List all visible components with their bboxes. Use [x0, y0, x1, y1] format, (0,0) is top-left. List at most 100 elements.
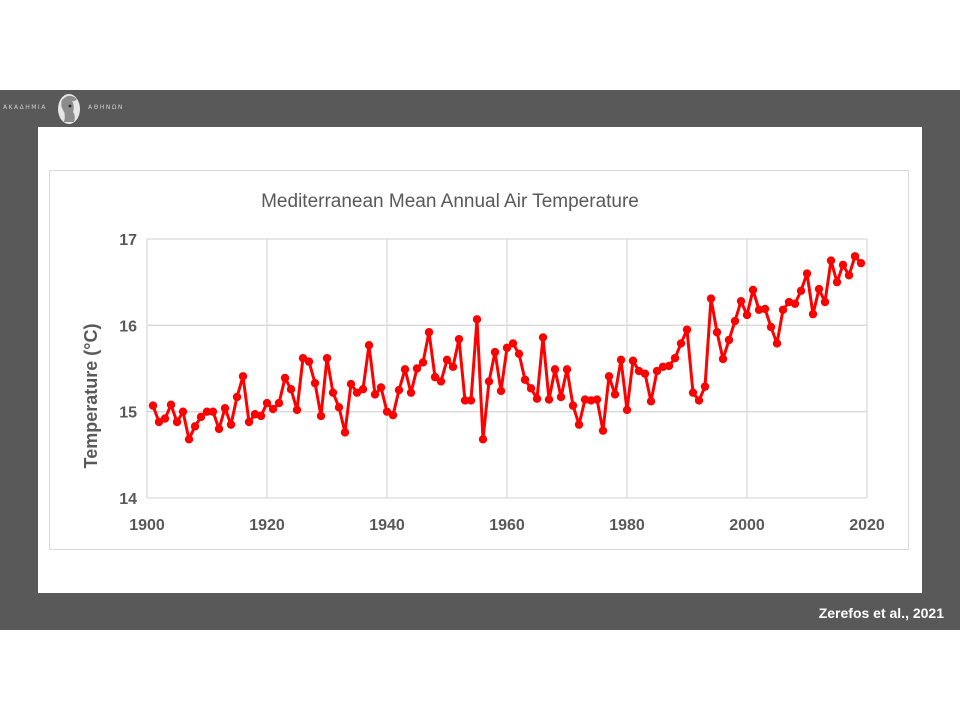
data-point	[226, 420, 236, 429]
data-point	[610, 390, 620, 399]
data-point	[688, 388, 698, 397]
data-point	[346, 379, 356, 389]
data-point	[190, 422, 200, 431]
data-point	[508, 339, 518, 348]
data-point	[394, 385, 404, 395]
data-point	[502, 343, 512, 352]
data-point	[322, 353, 332, 363]
data-point	[412, 364, 422, 373]
data-point	[682, 325, 692, 334]
data-point	[490, 347, 500, 357]
athena-head-icon	[58, 94, 80, 124]
data-point	[730, 316, 740, 326]
data-point	[292, 405, 302, 415]
data-point	[304, 357, 314, 366]
data-point	[316, 411, 326, 421]
data-point	[244, 417, 254, 427]
data-point	[472, 315, 482, 324]
data-point	[646, 397, 656, 406]
data-point	[340, 428, 350, 437]
data-point	[256, 411, 266, 421]
data-point	[676, 339, 686, 348]
data-point	[520, 375, 530, 384]
data-point	[724, 335, 734, 345]
tick-labels: 14 15 16 17 1900 1920 1940 1960 1980 2000 2020	[119, 232, 885, 534]
data-point	[268, 404, 278, 414]
data-point	[616, 355, 626, 365]
data-point	[604, 372, 614, 381]
data-point	[538, 333, 548, 342]
data-point	[184, 435, 194, 444]
data-point	[388, 410, 398, 420]
data-point	[718, 354, 728, 364]
x-tick-label: 1980	[609, 517, 645, 534]
data-point	[334, 403, 344, 412]
data-point	[748, 285, 758, 295]
data-point	[496, 386, 506, 396]
x-tick-label: 1940	[369, 517, 405, 534]
data-point	[424, 328, 434, 337]
data-point	[430, 372, 440, 382]
data-point	[820, 297, 830, 307]
data-point	[214, 424, 224, 434]
data-point	[202, 407, 212, 416]
data-point	[760, 304, 770, 314]
data-point	[544, 395, 554, 404]
academy-logo: ΑΚΑΔΗΜΙΑ ΑΘΗΝΩΝ	[0, 92, 140, 126]
data-point	[328, 388, 338, 397]
data-point	[778, 305, 788, 314]
x-tick-label: 1920	[249, 517, 285, 534]
series-temperature	[148, 252, 866, 444]
data-point	[160, 414, 170, 423]
data-point	[454, 334, 464, 344]
data-point	[460, 396, 470, 405]
data-point	[400, 365, 410, 374]
data-point	[442, 355, 452, 365]
data-point	[640, 369, 650, 378]
data-point	[694, 396, 704, 405]
data-point	[196, 412, 206, 422]
x-tick-label: 1900	[129, 517, 165, 534]
temperature-chart: Mediterranean Mean Annual Air Temperatur…	[49, 170, 909, 550]
citation-credit: Zerefos et al., 2021	[818, 605, 944, 621]
y-axis-label: Temperature (°C)	[81, 324, 101, 469]
data-point	[856, 258, 866, 268]
data-point	[790, 299, 800, 308]
data-point	[796, 286, 806, 295]
data-point	[358, 385, 368, 394]
data-point	[418, 358, 428, 367]
data-point	[208, 407, 218, 416]
data-point	[562, 365, 572, 374]
data-point	[310, 378, 320, 388]
data-point	[568, 401, 578, 410]
chart-title: Mediterranean Mean Annual Air Temperatur…	[261, 191, 639, 212]
data-point	[592, 395, 602, 404]
data-point	[700, 382, 710, 391]
grid-lines	[146, 238, 868, 499]
data-point	[556, 392, 566, 402]
data-point	[652, 366, 662, 376]
data-point	[526, 384, 536, 393]
data-point	[232, 392, 242, 402]
data-point	[826, 256, 836, 265]
data-point	[742, 310, 752, 320]
data-point	[814, 284, 824, 294]
data-point	[514, 349, 524, 359]
data-point	[766, 322, 776, 332]
data-point	[736, 296, 746, 306]
data-point	[406, 388, 416, 397]
data-point	[172, 417, 182, 427]
data-point	[574, 420, 584, 429]
data-point	[148, 401, 158, 410]
data-point	[664, 361, 674, 371]
y-tick-label: 17	[119, 232, 137, 249]
data-point	[436, 377, 446, 386]
y-tick-label: 16	[119, 318, 137, 335]
data-point	[550, 365, 560, 374]
data-point	[598, 426, 608, 435]
data-point	[628, 356, 638, 365]
data-point	[808, 309, 818, 319]
logo-left-text: ΑΚΑΔΗΜΙΑ	[3, 104, 47, 111]
data-point	[712, 328, 722, 337]
data-point	[220, 404, 230, 413]
